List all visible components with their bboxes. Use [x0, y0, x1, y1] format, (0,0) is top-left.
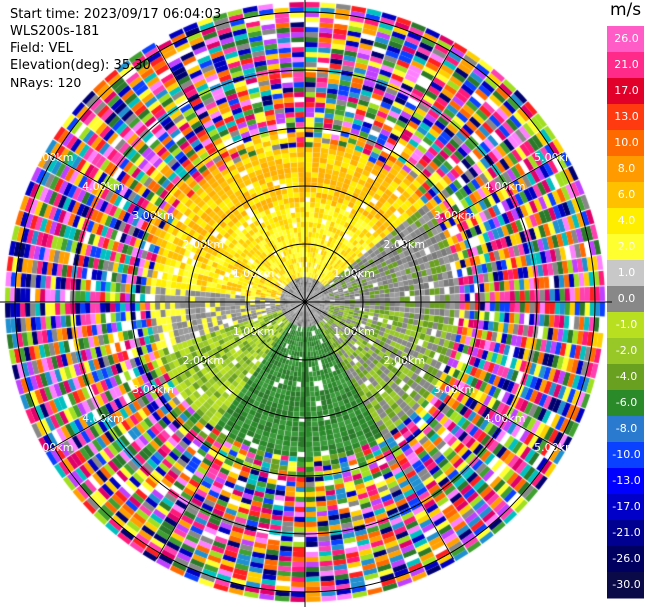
colorbar-tick-label: 0.0 [618, 292, 636, 305]
colorbar-tick-label: -10.0 [612, 448, 640, 461]
colorbar-tick-label: 2.0 [618, 240, 636, 253]
range-ring-label: 5.00km [534, 441, 576, 454]
colorbar-swatch [607, 338, 644, 365]
colorbar-swatch [607, 468, 644, 495]
colorbar-tick-label: 10.0 [614, 136, 639, 149]
colorbar-tick-label: -4.0 [616, 370, 637, 383]
azimuth-spoke [156, 44, 306, 303]
colorbar-swatch [607, 364, 644, 391]
azimuth-spoke [304, 301, 454, 560]
azimuth-spoke [47, 301, 306, 451]
colorbar-tick-label: 4.0 [618, 214, 636, 227]
range-ring-label: 5.00km [32, 151, 74, 164]
colorbar-swatch [607, 104, 644, 131]
colorbar-swatch [607, 390, 644, 417]
site-name: WLS200s-181 [10, 24, 100, 39]
colorbar-swatch [607, 260, 644, 287]
colorbar-tick-label: 17.0 [614, 84, 639, 97]
colorbar-tick-label: 1.0 [618, 266, 636, 279]
range-ring-label: 2.00km [183, 238, 225, 251]
field-name: Field: VEL [10, 41, 73, 56]
range-ring-label: 4.00km [82, 180, 124, 193]
range-ring-label: 3.00km [132, 209, 174, 222]
colorbar-tick-label: -8.0 [616, 422, 637, 435]
azimuth-spoke [304, 153, 563, 303]
colorbar-swatch [607, 286, 644, 313]
colorbar-tick-label: 26.0 [614, 32, 639, 45]
start-time: Start time: 2023/09/17 06:04:03 [10, 7, 222, 22]
colorbar-swatch [607, 52, 644, 79]
colorbar-tick-label: 13.0 [614, 110, 639, 123]
colorbar-swatch [607, 572, 644, 599]
colorbar-tick-label: 21.0 [614, 58, 639, 71]
colorbar-tick-label: -6.0 [616, 396, 637, 409]
scan-info: Start time: 2023/09/17 06:04:03 WLS200s-… [10, 6, 221, 91]
colorbar-swatch [607, 520, 644, 547]
nrays: NRays: 120 [10, 75, 82, 90]
colorbar-swatch [607, 78, 644, 105]
colorbar-swatch [607, 442, 644, 469]
range-ring-label: 3.00km [434, 383, 476, 396]
colorbar-tick-label: -21.0 [612, 526, 640, 539]
azimuth-spoke [47, 153, 306, 303]
colorbar-swatch [607, 208, 644, 235]
colorbar-tick-label: 6.0 [618, 188, 636, 201]
elevation: Elevation(deg): 35.30 [10, 58, 151, 73]
colorbar-swatch [607, 182, 644, 209]
colorbar-swatch [607, 546, 644, 573]
colorbar-swatch [607, 234, 644, 261]
colorbar-swatch [607, 494, 644, 521]
range-ring-label: 1.00km [333, 325, 375, 338]
colorbar-unit: m/s [610, 0, 642, 20]
colorbar-tick-label: -2.0 [616, 344, 637, 357]
range-ring-label: 2.00km [383, 354, 425, 367]
colorbar: 26.0 21.0 17.0 13.0 10.0 8.0 6.0 4.0 2.0 1.0 0.0 -1… [607, 26, 644, 599]
colorbar-swatch [607, 416, 644, 443]
colorbar-tick-label: 8.0 [618, 162, 636, 175]
colorbar-tick-label: -30.0 [612, 578, 640, 591]
colorbar-tick-label: -26.0 [612, 552, 640, 565]
azimuth-spoke [304, 301, 563, 451]
azimuth-spoke [156, 301, 306, 560]
range-ring-label: 1.00km [233, 267, 275, 280]
colorbar-tick-label: -17.0 [612, 500, 640, 513]
colorbar-tick-label: -1.0 [616, 318, 637, 331]
range-ring-label: 4.00km [484, 412, 526, 425]
colorbar-tick-label: -13.0 [612, 474, 640, 487]
azimuth-spoke [304, 44, 454, 303]
colorbar-swatch [607, 156, 644, 183]
colorbar-swatch [607, 130, 644, 157]
colorbar-swatch [607, 26, 644, 53]
colorbar-swatch [607, 312, 644, 339]
